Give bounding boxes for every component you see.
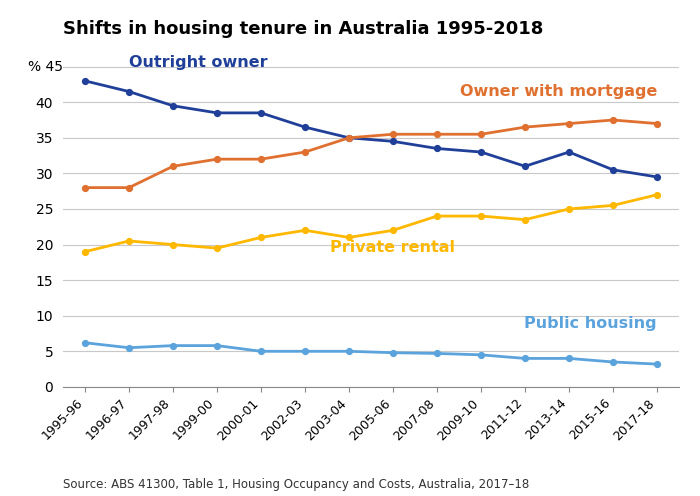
Text: Public housing: Public housing	[524, 316, 657, 331]
Text: Shifts in housing tenure in Australia 1995-2018: Shifts in housing tenure in Australia 19…	[63, 20, 543, 38]
Text: % 45: % 45	[28, 60, 63, 73]
Text: Source: ABS 41300, Table 1, Housing Occupancy and Costs, Australia, 2017–18: Source: ABS 41300, Table 1, Housing Occu…	[63, 478, 529, 491]
Text: Outright owner: Outright owner	[129, 55, 267, 70]
Text: Private rental: Private rental	[330, 240, 456, 255]
Text: Owner with mortgage: Owner with mortgage	[460, 84, 657, 99]
